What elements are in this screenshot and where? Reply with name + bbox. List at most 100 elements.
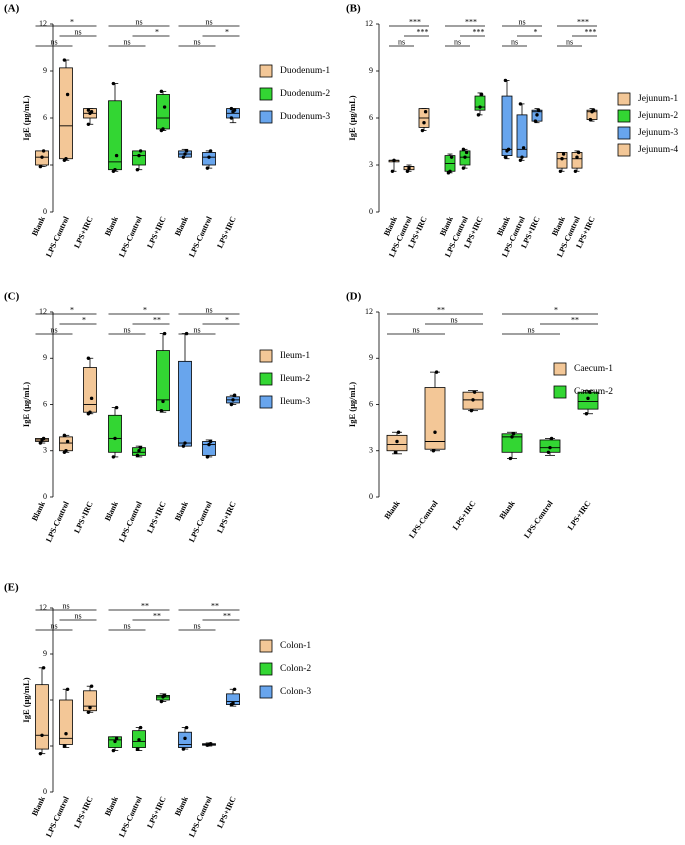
legend-label: Duodenum-1 — [280, 66, 330, 76]
significance-label: ** — [437, 306, 445, 315]
legend-swatch — [553, 385, 567, 399]
data-point — [86, 356, 91, 360]
data-point — [111, 81, 116, 86]
x-tick-label: LPS-Control — [522, 498, 555, 540]
data-point — [113, 436, 117, 441]
data-point — [181, 747, 186, 751]
data-point — [62, 58, 67, 62]
y-tick-label: 0 — [43, 787, 47, 796]
box — [501, 95, 513, 156]
data-point — [138, 445, 143, 450]
legend-swatch — [617, 92, 631, 106]
x-tick-label: LPS+IRC — [72, 795, 95, 830]
significance-label: ns — [62, 602, 69, 611]
legend-swatch — [259, 662, 273, 676]
y-axis-label: IgE (μg/mL) — [21, 95, 31, 140]
data-point — [41, 666, 46, 670]
y-axis-label: IgE (μg/mL) — [21, 382, 31, 427]
y-axis-label: IgE (μg/mL) — [347, 95, 357, 140]
data-point — [113, 168, 117, 172]
data-point — [232, 108, 237, 112]
panel-label: (B) — [346, 3, 361, 15]
data-point — [135, 747, 140, 751]
data-point — [207, 442, 211, 447]
significance-label: ns — [123, 622, 130, 631]
y-axis-label: IgE (μg/mL) — [347, 382, 357, 427]
data-point — [161, 127, 165, 131]
x-tick-label: LPS+IRC — [72, 215, 95, 250]
box — [516, 114, 528, 158]
data-point — [560, 157, 564, 161]
y-tick-label: 9 — [369, 353, 373, 362]
data-point — [138, 725, 143, 730]
significance-label: ns — [50, 622, 57, 631]
y-axis-label: IgE (μg/mL) — [21, 677, 31, 722]
y-tick-label: 0 — [369, 207, 373, 216]
legend-label: Jejunum-1 — [638, 94, 678, 104]
data-point — [184, 149, 189, 153]
y-tick-label: 6 — [43, 113, 47, 122]
legend-label: Duodenum-3 — [280, 112, 330, 122]
data-point — [535, 113, 539, 117]
data-point — [434, 370, 439, 374]
data-point — [64, 449, 68, 453]
legend-swatch — [617, 143, 631, 157]
data-point — [41, 436, 46, 441]
data-point — [503, 78, 508, 83]
box — [59, 67, 73, 160]
data-point — [461, 147, 466, 152]
significance-label: ** — [141, 602, 149, 611]
significance-label: * — [70, 306, 74, 315]
data-point — [88, 410, 92, 414]
y-tick-label: 3 — [369, 446, 373, 455]
data-point — [159, 408, 164, 413]
legend-label: Ileum-3 — [280, 397, 310, 407]
x-tick-label: LPS+IRC — [145, 215, 168, 250]
significance-label: ns — [193, 38, 200, 47]
data-point — [503, 155, 508, 159]
y-tick-label: 9 — [43, 66, 47, 75]
y-tick-label: 9 — [369, 66, 373, 75]
legend-swatch — [259, 395, 273, 409]
significance-label: ** — [153, 316, 161, 325]
data-point — [183, 441, 187, 445]
data-point — [461, 166, 466, 170]
significance-label: *** — [417, 28, 429, 37]
data-point — [479, 92, 484, 97]
y-tick-label: 6 — [369, 113, 373, 122]
significance-label: ns — [193, 622, 200, 631]
data-point — [511, 432, 516, 436]
data-point — [208, 149, 213, 153]
y-tick-label: 6 — [43, 399, 47, 408]
data-point — [86, 710, 91, 714]
significance-label: * — [143, 306, 147, 315]
x-tick-label: Blank — [103, 215, 120, 238]
data-point — [205, 455, 210, 459]
data-point — [135, 453, 140, 458]
data-point — [137, 153, 141, 158]
data-point — [433, 430, 437, 434]
data-point — [448, 169, 452, 173]
data-point — [89, 684, 94, 688]
legend-swatch — [617, 109, 631, 123]
data-point — [137, 738, 141, 742]
data-point — [114, 153, 119, 158]
data-point — [449, 155, 454, 159]
data-point — [184, 725, 189, 730]
legend-swatch — [259, 110, 273, 124]
significance-label: ns — [412, 326, 419, 335]
data-point — [561, 152, 566, 156]
x-tick-label: Blank — [30, 215, 47, 238]
data-point — [86, 108, 91, 112]
data-point — [405, 169, 410, 173]
significance-label: ns — [450, 316, 457, 325]
data-point — [62, 433, 67, 438]
data-point — [114, 405, 119, 410]
